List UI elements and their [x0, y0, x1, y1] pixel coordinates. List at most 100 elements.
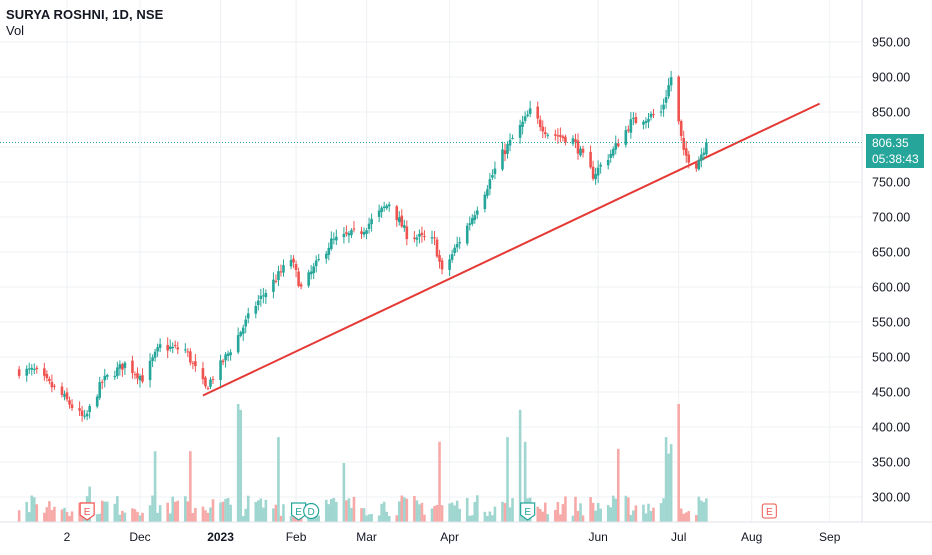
candle-body	[546, 134, 550, 136]
candle-body	[176, 347, 180, 350]
candle-body	[121, 364, 124, 370]
volume-bar	[362, 508, 366, 522]
volume-bar	[153, 451, 157, 522]
candle-body	[118, 364, 122, 369]
volume-bar	[491, 515, 494, 522]
y-tick-label: 550.00	[872, 316, 910, 330]
candle-body	[35, 367, 39, 370]
volume-bar	[511, 498, 514, 522]
volume-bar	[131, 508, 134, 522]
volume-bar	[599, 508, 602, 522]
volume-bar	[518, 409, 522, 522]
candle-body	[400, 215, 404, 227]
candle-body	[65, 392, 69, 400]
candle-body	[309, 271, 313, 275]
candle-body	[85, 413, 89, 417]
candle-body	[224, 354, 227, 361]
volume-bar	[156, 512, 159, 522]
volume-bar	[176, 500, 180, 522]
candle-body	[554, 134, 557, 136]
candle-body	[171, 346, 175, 349]
symbol-title[interactable]: SURYA ROSHNI, 1D, NSE	[6, 7, 164, 22]
volume-bar	[403, 497, 406, 522]
volume-bar	[380, 503, 383, 522]
candle-body	[279, 271, 283, 273]
volume-bar	[536, 506, 540, 522]
volume-bar	[616, 448, 620, 522]
volume-bar	[100, 500, 104, 522]
volume-bar	[98, 513, 102, 522]
volume-bar	[576, 510, 580, 522]
x-tick-label: Dec	[129, 530, 150, 544]
volume-bar	[184, 496, 187, 522]
earnings-marker-label: E	[766, 507, 773, 518]
candle-body	[664, 97, 668, 103]
candle-body	[168, 346, 172, 349]
volume-bar	[25, 501, 29, 522]
volume-bar	[103, 501, 107, 522]
volume-bar	[667, 453, 670, 522]
candle-body	[314, 260, 318, 267]
candle-body	[669, 77, 673, 86]
candle-body	[684, 148, 688, 156]
volume-bar	[470, 515, 474, 522]
candle-body	[695, 162, 698, 169]
candle-body	[184, 349, 187, 351]
volume-bar	[151, 495, 154, 522]
volume-bar	[282, 504, 285, 522]
volume-bar	[45, 507, 49, 522]
volume-bar	[204, 510, 207, 522]
candle-body	[95, 396, 99, 407]
volume-bar	[133, 509, 137, 522]
candle-body	[158, 344, 162, 348]
volume-bar	[574, 496, 577, 522]
volume-bar	[70, 511, 74, 522]
candle-body	[211, 378, 215, 380]
candle-body	[186, 351, 190, 353]
volume-bar	[206, 512, 210, 522]
volume-bar	[438, 441, 441, 522]
volume-bar	[138, 515, 142, 522]
volume-bar	[123, 512, 127, 522]
volume-bar	[493, 506, 497, 522]
candle-body	[465, 225, 469, 244]
volume-bar	[27, 512, 31, 522]
candle-body	[559, 135, 562, 137]
volume-bar	[669, 444, 673, 522]
candle-body	[166, 344, 169, 351]
candle-body	[380, 207, 383, 212]
bar-countdown: 05:38:43	[872, 151, 919, 166]
x-tick-label: Jun	[588, 530, 607, 544]
volume-bar	[591, 502, 595, 522]
volume-bar	[476, 495, 479, 522]
dividend-marker-label: D	[308, 507, 315, 518]
volume-bar	[189, 451, 192, 522]
candle-body	[153, 351, 157, 358]
last-price-value: 806.35	[872, 135, 909, 150]
y-tick-label: 750.00	[872, 176, 910, 190]
candle-body	[262, 295, 265, 297]
candle-body	[438, 255, 441, 262]
volume-bar	[440, 505, 444, 522]
candle-body	[473, 215, 477, 220]
volume-bar	[244, 508, 248, 522]
volume-bar	[465, 497, 469, 522]
candle-body	[141, 375, 144, 382]
volume-indicator-label[interactable]: Vol	[6, 23, 25, 38]
candle-body	[173, 344, 177, 346]
candle-body	[289, 260, 293, 267]
volume-bar	[30, 495, 34, 522]
volume-bar	[370, 513, 373, 522]
x-tick-label: Apr	[440, 530, 459, 544]
candle-body	[418, 234, 421, 237]
volume-bar	[95, 514, 99, 522]
volume-bar	[695, 515, 698, 522]
volume-bar	[352, 496, 356, 522]
volume-bar	[677, 404, 680, 522]
volume-bar	[201, 506, 205, 522]
x-tick-label: 2023	[207, 530, 234, 544]
volume-bar	[277, 437, 280, 522]
volume-bar	[468, 515, 472, 522]
